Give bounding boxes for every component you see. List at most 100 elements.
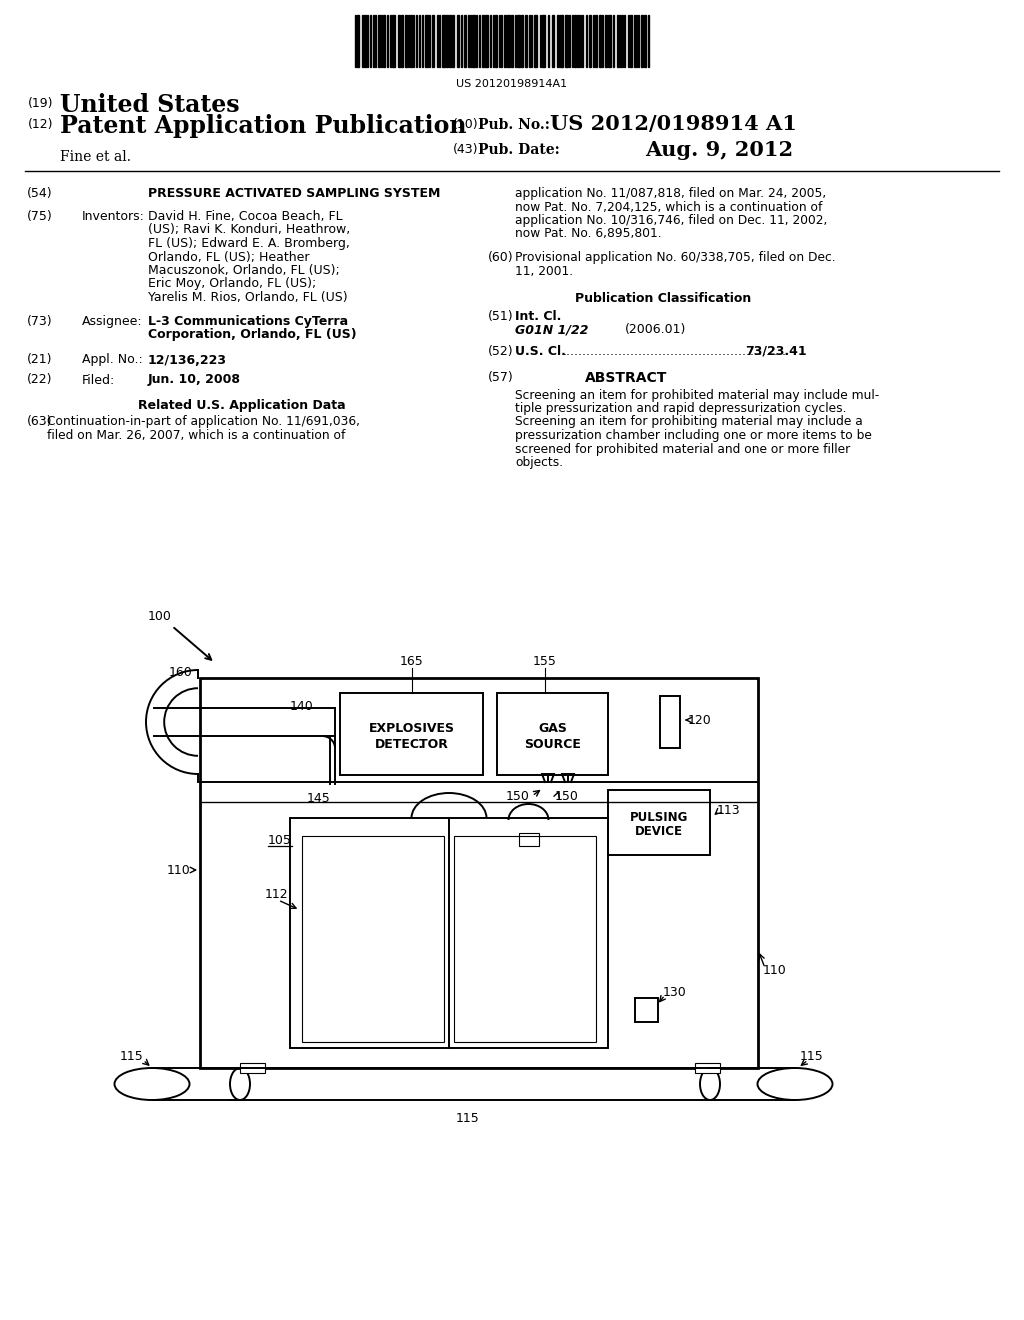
Bar [290,818,608,1048]
Bar [398,15,400,67]
Text: 100: 100 [148,610,172,623]
Text: Inventors:: Inventors: [82,210,144,223]
Text: Orlando, FL (US); Heather: Orlando, FL (US); Heather [148,251,309,264]
Text: Filed:: Filed: [82,374,116,387]
Text: PRESSURE ACTIVATED SAMPLING SYSTEM: PRESSURE ACTIVATED SAMPLING SYSTEM [148,187,440,201]
Bar [495,15,497,67]
Text: Provisional application No. 60/338,705, filed on Dec.: Provisional application No. 60/338,705, … [515,251,836,264]
Text: 120: 120 [688,714,712,726]
Text: Screening an item for prohibiting material may include a: Screening an item for prohibiting materi… [515,416,863,429]
Text: (54): (54) [27,187,52,201]
Bar [302,836,444,1041]
Text: DETECTOR: DETECTOR [375,738,449,751]
Text: (75): (75) [27,210,53,223]
Text: (19): (19) [28,96,53,110]
Text: Screening an item for prohibited material may include mul-: Screening an item for prohibited materia… [515,388,880,401]
Text: 12/136,223: 12/136,223 [148,354,227,367]
Bar [464,15,466,67]
Bar [357,15,359,67]
Bar [521,15,523,67]
Text: GAS: GAS [538,722,567,735]
Text: 130: 130 [663,986,687,999]
Bar [589,15,591,67]
Text: US 2012/0198914 A1: US 2012/0198914 A1 [550,114,797,135]
Text: 150: 150 [555,791,579,804]
Text: Assignee:: Assignee: [82,314,142,327]
Bar [534,15,537,67]
Bar [432,15,434,67]
Bar [485,15,488,67]
Text: Fine et al.: Fine et al. [60,150,131,164]
Bar [449,15,451,67]
Text: PULSING: PULSING [630,810,688,824]
Text: (10): (10) [453,117,478,131]
Bar [552,15,554,67]
Bar [200,678,758,1068]
Bar [635,998,658,1022]
Text: tiple pressurization and rapid depressurization cycles.: tiple pressurization and rapid depressur… [515,403,847,414]
Bar [518,833,539,846]
Bar [442,15,445,67]
Text: Publication Classification: Publication Classification [575,292,752,305]
Bar [240,1063,265,1073]
Bar [574,15,575,67]
Bar [557,15,559,67]
Bar [641,15,643,67]
Bar [511,15,513,67]
Text: FL (US); Edward E. A. Bromberg,: FL (US); Edward E. A. Bromberg, [148,238,350,249]
Text: (21): (21) [27,354,52,367]
Bar [482,15,484,67]
Text: SOURCE: SOURCE [524,738,581,751]
Text: US 20120198914A1: US 20120198914A1 [457,79,567,88]
Text: DEVICE: DEVICE [635,825,683,838]
Bar [660,696,680,748]
Bar [560,15,563,67]
Bar [565,15,568,67]
Text: Jun. 10, 2008: Jun. 10, 2008 [148,374,241,387]
Text: 115: 115 [800,1049,824,1063]
Bar [599,15,601,67]
Text: Aug. 9, 2012: Aug. 9, 2012 [645,140,794,160]
Text: objects.: objects. [515,455,563,469]
Bar [452,15,454,67]
Bar [542,15,545,67]
Text: United States: United States [60,92,240,117]
Bar [644,15,646,67]
Text: (63): (63) [27,416,52,429]
Bar [472,15,475,67]
Text: (57): (57) [488,371,514,384]
Text: EXPLOSIVES: EXPLOSIVES [369,722,455,735]
Bar [410,15,412,67]
Text: filed on Mar. 26, 2007, which is a continuation of: filed on Mar. 26, 2007, which is a conti… [47,429,345,442]
Bar [454,836,596,1041]
Text: Int. Cl.: Int. Cl. [515,310,561,323]
Bar [605,15,607,67]
Text: 150: 150 [506,791,530,804]
Text: 165: 165 [400,655,424,668]
Bar [497,693,608,775]
Text: now Pat. No. 6,895,801.: now Pat. No. 6,895,801. [515,227,662,240]
Bar [457,15,459,67]
Text: ........................................................: ........................................… [563,345,787,358]
Text: (60): (60) [488,251,514,264]
Text: Yarelis M. Rios, Orlando, FL (US): Yarelis M. Rios, Orlando, FL (US) [148,290,347,304]
Bar [577,15,579,67]
Text: U.S. Cl.: U.S. Cl. [515,345,566,358]
Bar [378,15,380,67]
Text: ABSTRACT: ABSTRACT [585,371,668,384]
Text: (43): (43) [453,143,478,156]
Bar [406,15,407,67]
Text: 110: 110 [166,863,190,876]
Text: (12): (12) [28,117,53,131]
Text: (51): (51) [488,310,514,323]
Text: 115: 115 [120,1049,144,1063]
Text: application No. 10/316,746, filed on Dec. 11, 2002,: application No. 10/316,746, filed on Dec… [515,214,827,227]
Text: 145: 145 [307,792,331,804]
Bar [507,15,510,67]
Text: 140: 140 [290,700,313,713]
Text: 160: 160 [168,665,193,678]
Bar [401,15,403,67]
Text: David H. Fine, Cocoa Beach, FL: David H. Fine, Cocoa Beach, FL [148,210,343,223]
Text: Pub. No.:: Pub. No.: [478,117,550,132]
Text: Related U.S. Application Data: Related U.S. Application Data [138,400,346,412]
